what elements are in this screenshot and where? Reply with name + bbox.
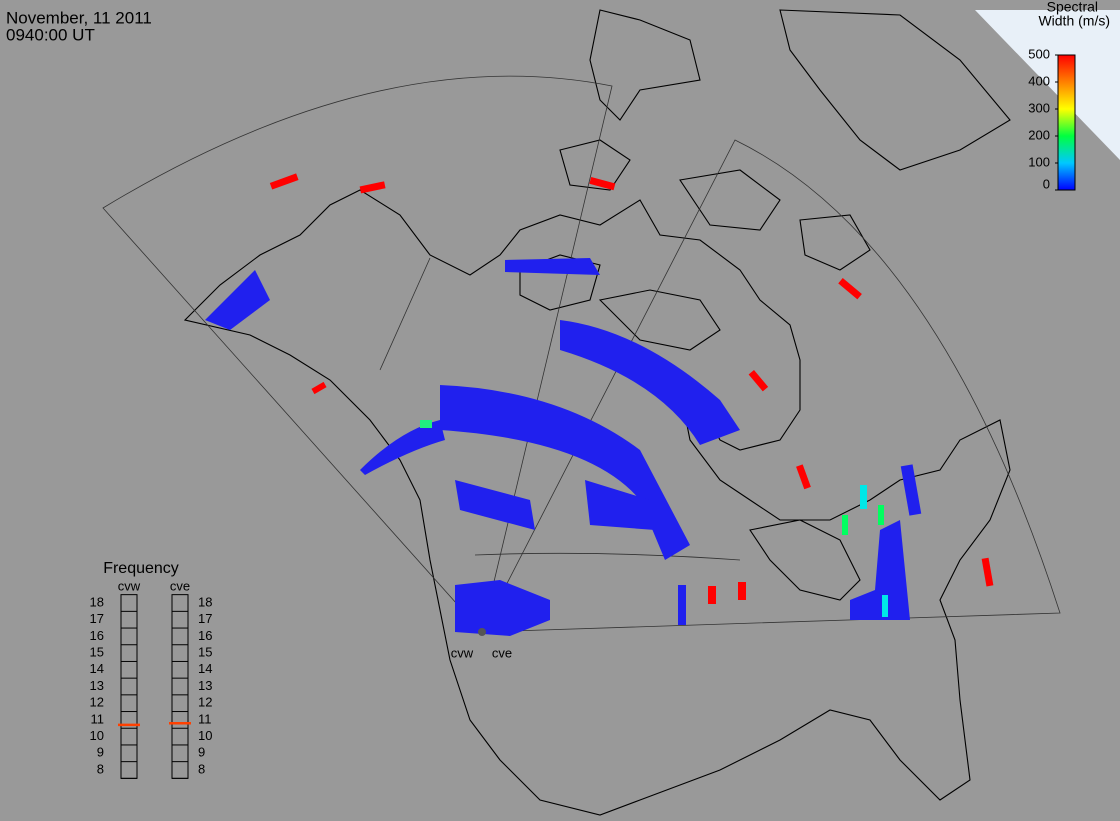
frequency-tick-label: 8 bbox=[97, 761, 104, 776]
frequency-tick-label: 9 bbox=[97, 745, 104, 760]
radar-label: cve bbox=[492, 645, 512, 660]
radar-site bbox=[478, 628, 486, 636]
frequency-tick-label: 10 bbox=[90, 728, 104, 743]
frequency-tick-label: 13 bbox=[90, 678, 104, 693]
frequency-tick-label: 14 bbox=[90, 661, 104, 676]
frequency-tick-label: 16 bbox=[198, 628, 212, 643]
colorbar: 0 100 200 300 400 500 bbox=[1028, 46, 1076, 191]
frequency-tick-label: 18 bbox=[198, 594, 212, 609]
frequency-tick-label: 12 bbox=[198, 695, 212, 710]
time: 0940:00 UT bbox=[6, 25, 95, 44]
colorbar-scale bbox=[1057, 54, 1076, 191]
frequency-tick-label: 18 bbox=[90, 594, 104, 609]
frequency-tick-label: 13 bbox=[198, 678, 212, 693]
colorbar-tick-label: 400 bbox=[1028, 73, 1050, 88]
frequency-tick-label: 15 bbox=[198, 645, 212, 660]
frequency-tick-label: 8 bbox=[198, 761, 205, 776]
frequency-title: Frequency bbox=[103, 560, 179, 577]
colorbar-title: Width (m/s) bbox=[1038, 13, 1110, 29]
colorbar-tick-label: 100 bbox=[1028, 154, 1050, 169]
frequency-tick-label: 12 bbox=[90, 695, 104, 710]
colorbar-tick-label: 500 bbox=[1028, 46, 1050, 61]
coastlines bbox=[183, 9, 1011, 816]
frequency-tick-label: 10 bbox=[198, 728, 212, 743]
frequency-tick-label: 9 bbox=[198, 745, 205, 760]
frequency-panel: cvw89101112131415161718cve89101112131415… bbox=[90, 578, 212, 779]
frequency-tick-label: 17 bbox=[198, 611, 212, 626]
fields-of-view bbox=[102, 75, 1061, 633]
frequency-tick-label: 14 bbox=[198, 661, 212, 676]
colorbar-tick-label: 0 bbox=[1043, 176, 1050, 191]
frequency-tick-label: 15 bbox=[90, 645, 104, 660]
frequency-tick-label: 16 bbox=[90, 628, 104, 643]
frequency-tick-label: 11 bbox=[91, 711, 105, 726]
frequency-tick-label: 11 bbox=[198, 711, 212, 726]
echoes bbox=[205, 173, 994, 636]
frequency-tick-label: 17 bbox=[90, 611, 104, 626]
radar-label: cvw bbox=[451, 645, 474, 660]
colorbar-tick-label: 300 bbox=[1028, 100, 1050, 115]
radar-name: cve bbox=[170, 578, 190, 593]
date: November, 11 2011 bbox=[6, 8, 152, 27]
colorbar-tick-label: 200 bbox=[1028, 127, 1050, 142]
radar-name: cvw bbox=[118, 578, 141, 593]
corner bbox=[975, 10, 1120, 160]
colorbar-title: Spectral bbox=[1047, 0, 1098, 15]
